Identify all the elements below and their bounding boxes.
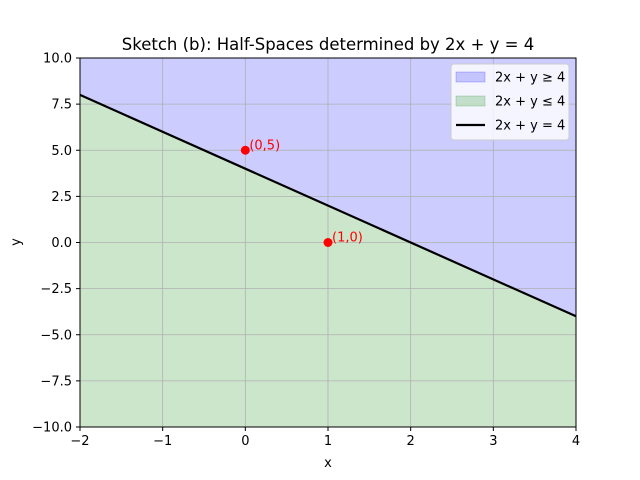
legend-label: 2x + y ≤ 4 <box>495 95 565 110</box>
point-annotation: (0,5) <box>249 138 280 153</box>
point-annotation: (1,0) <box>332 231 363 246</box>
y-tick-label: 0.0 <box>51 236 72 251</box>
chart-title: Sketch (b): Half-Spaces determined by 2x… <box>122 35 534 54</box>
legend-box <box>450 63 570 141</box>
x-tick-label: 1 <box>324 434 332 449</box>
legend: 2x + y ≥ 4 2x + y ≤ 4 2x + y = 4 <box>450 63 570 141</box>
y-tick-label: 2.5 <box>51 190 72 205</box>
legend-swatch-fill <box>455 95 486 107</box>
y-tick-label: 7.5 <box>51 98 72 113</box>
boundary-line <box>79 93 577 318</box>
x-axis-label: x <box>324 456 332 471</box>
data-point <box>240 145 250 155</box>
y-tick-label: −2.5 <box>40 282 72 297</box>
x-tick-label: 3 <box>489 434 497 449</box>
legend-label: 2x + y ≥ 4 <box>495 71 565 86</box>
data-point <box>323 238 333 247</box>
y-axis-label: y <box>9 238 24 246</box>
y-tick-label: 5.0 <box>51 144 72 159</box>
y-tick-label: −10.0 <box>32 421 72 436</box>
x-tick-label: 4 <box>572 434 580 449</box>
y-tick-label: −5.0 <box>40 328 72 343</box>
x-tick-label: −2 <box>70 434 89 449</box>
x-tick-label: 0 <box>241 434 249 449</box>
y-tick-label: −7.5 <box>40 374 72 389</box>
x-tick-label: −1 <box>153 434 172 449</box>
x-tick-label: 2 <box>407 434 415 449</box>
legend-swatch-fill <box>455 71 486 83</box>
legend-label: 2x + y = 4 <box>495 119 565 134</box>
y-tick-label: 10.0 <box>43 52 72 67</box>
